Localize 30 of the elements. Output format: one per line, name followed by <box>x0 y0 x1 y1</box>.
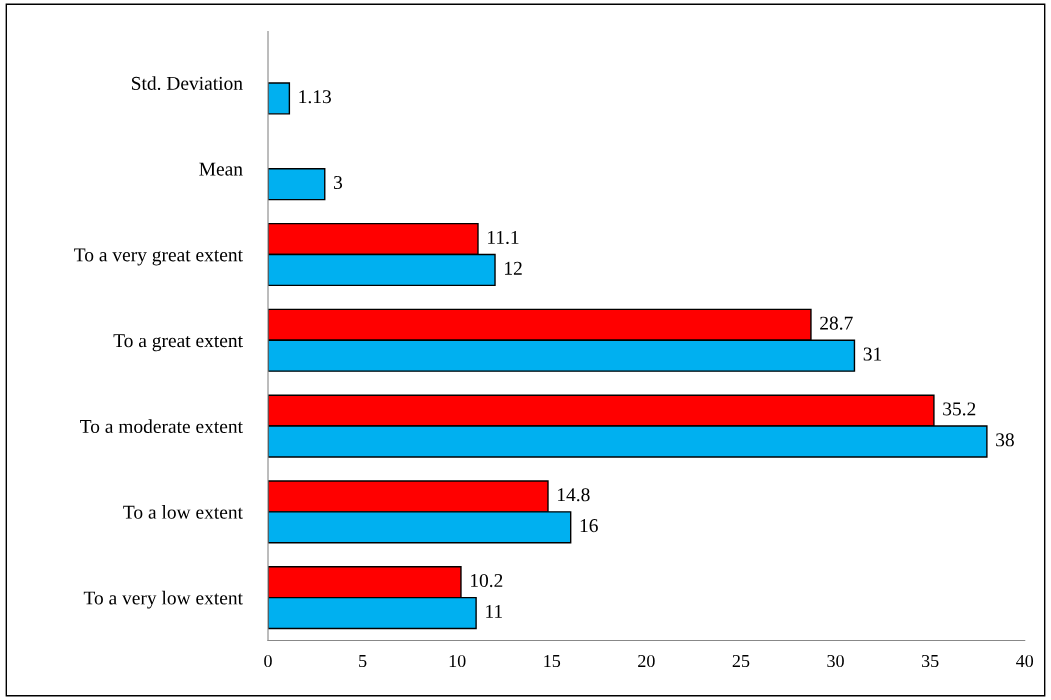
data-label: 14.8 <box>558 488 590 502</box>
x-tick-label: 40 <box>1016 654 1034 668</box>
y-tick-label: To a moderate extent <box>80 419 243 433</box>
data-label: 38 <box>996 433 1014 447</box>
x-tick-label: 35 <box>921 654 939 668</box>
x-tick-label: 10 <box>449 654 466 668</box>
data-label: 12 <box>505 261 522 275</box>
data-label: 10.2 <box>471 573 503 588</box>
x-tick-label: 20 <box>638 654 655 668</box>
y-tick-label: To a very great extent <box>74 248 243 266</box>
y-tick-label: To a low extent <box>123 505 243 519</box>
data-label: 3 <box>334 175 343 190</box>
data-label: 28.7 <box>820 316 853 330</box>
data-label: 35.2 <box>943 402 976 416</box>
data-label: 1.13 <box>299 90 331 104</box>
y-tick-label: Mean <box>199 162 243 176</box>
data-label: 11 <box>486 604 502 618</box>
bar <box>268 82 291 115</box>
data-label: 31 <box>863 347 882 361</box>
x-tick-label: 0 <box>264 654 272 668</box>
y-tick-label: Std. Deviation <box>131 76 243 90</box>
x-tick-label: 15 <box>544 655 561 668</box>
y-tick-label: To a very low extent <box>83 590 243 609</box>
data-label: 11.1 <box>488 230 519 245</box>
y-tick-label: To a great extent <box>113 334 243 352</box>
x-tick-label: 25 <box>732 654 750 668</box>
data-label: 16 <box>580 519 598 533</box>
bar <box>268 168 326 201</box>
x-tick-label: 30 <box>827 654 844 668</box>
x-tick-label: 5 <box>359 655 367 668</box>
